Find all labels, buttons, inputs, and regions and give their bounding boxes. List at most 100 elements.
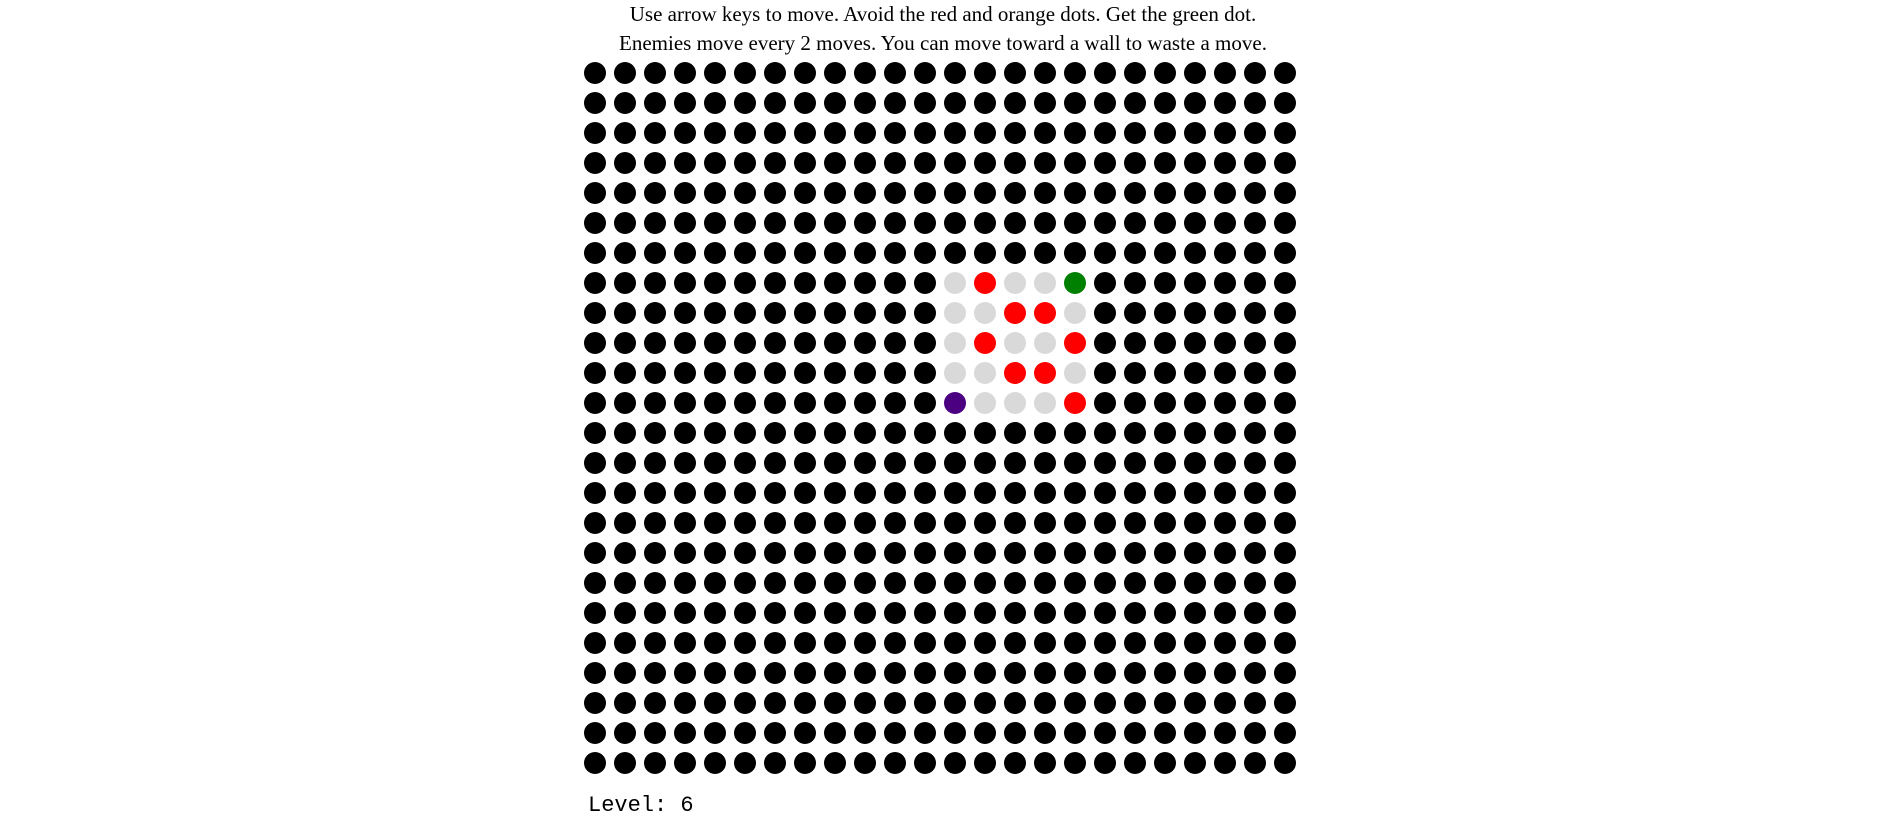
floor-dot: [944, 332, 966, 354]
wall-dot: [764, 242, 786, 264]
floor-dot: [974, 392, 996, 414]
wall-dot: [1064, 602, 1086, 624]
wall-dot: [1154, 452, 1176, 474]
wall-dot: [1004, 752, 1026, 774]
wall-dot: [884, 182, 906, 204]
wall-dot: [764, 512, 786, 534]
wall-dot: [914, 542, 936, 564]
wall-dot: [884, 482, 906, 504]
wall-dot: [734, 122, 756, 144]
wall-dot: [944, 542, 966, 564]
wall-dot: [764, 362, 786, 384]
wall-dot: [764, 662, 786, 684]
wall-dot: [1004, 722, 1026, 744]
wall-dot: [1244, 722, 1266, 744]
wall-dot: [1004, 152, 1026, 174]
wall-dot: [884, 452, 906, 474]
wall-dot: [1034, 182, 1056, 204]
wall-dot: [884, 92, 906, 114]
wall-dot: [1154, 512, 1176, 534]
wall-dot: [884, 362, 906, 384]
player-dot: [944, 392, 966, 414]
floor-dot: [944, 302, 966, 324]
wall-dot: [1124, 302, 1146, 324]
wall-dot: [674, 512, 696, 534]
wall-dot: [704, 122, 726, 144]
wall-dot: [884, 542, 906, 564]
wall-dot: [644, 302, 666, 324]
wall-dot: [824, 122, 846, 144]
wall-dot: [614, 332, 636, 354]
wall-dot: [584, 602, 606, 624]
wall-dot: [974, 602, 996, 624]
wall-dot: [1184, 152, 1206, 174]
wall-dot: [974, 62, 996, 84]
wall-dot: [824, 332, 846, 354]
wall-dot: [824, 752, 846, 774]
wall-dot: [1274, 602, 1296, 624]
wall-dot: [974, 512, 996, 534]
wall-dot: [794, 452, 816, 474]
wall-dot: [674, 302, 696, 324]
wall-dot: [584, 392, 606, 414]
wall-dot: [704, 752, 726, 774]
wall-dot: [944, 602, 966, 624]
wall-dot: [764, 332, 786, 354]
wall-dot: [944, 422, 966, 444]
wall-dot: [584, 122, 606, 144]
wall-dot: [1064, 542, 1086, 564]
wall-dot: [704, 722, 726, 744]
wall-dot: [704, 572, 726, 594]
wall-dot: [1064, 212, 1086, 234]
wall-dot: [584, 692, 606, 714]
wall-dot: [1124, 392, 1146, 414]
wall-dot: [734, 452, 756, 474]
instruction-line-2: Enemies move every 2 moves. You can move…: [0, 29, 1886, 58]
wall-dot: [674, 392, 696, 414]
wall-dot: [1274, 92, 1296, 114]
wall-dot: [674, 752, 696, 774]
wall-dot: [704, 242, 726, 264]
wall-dot: [734, 362, 756, 384]
wall-dot: [824, 152, 846, 174]
wall-dot: [1154, 362, 1176, 384]
wall-dot: [704, 302, 726, 324]
wall-dot: [704, 662, 726, 684]
wall-dot: [764, 722, 786, 744]
wall-dot: [1034, 572, 1056, 594]
wall-dot: [764, 632, 786, 654]
wall-dot: [854, 752, 876, 774]
wall-dot: [854, 62, 876, 84]
wall-dot: [584, 632, 606, 654]
wall-dot: [644, 62, 666, 84]
wall-dot: [1004, 482, 1026, 504]
wall-dot: [644, 632, 666, 654]
wall-dot: [734, 152, 756, 174]
wall-dot: [704, 272, 726, 294]
wall-dot: [1004, 212, 1026, 234]
wall-dot: [764, 482, 786, 504]
wall-dot: [1154, 632, 1176, 654]
wall-dot: [884, 212, 906, 234]
wall-dot: [644, 122, 666, 144]
wall-dot: [794, 212, 816, 234]
wall-dot: [794, 242, 816, 264]
wall-dot: [794, 392, 816, 414]
wall-dot: [1274, 272, 1296, 294]
wall-dot: [944, 122, 966, 144]
wall-dot: [1094, 692, 1116, 714]
wall-dot: [944, 692, 966, 714]
wall-dot: [734, 182, 756, 204]
wall-dot: [1274, 392, 1296, 414]
wall-dot: [1124, 182, 1146, 204]
game-board[interactable]: [584, 62, 1304, 782]
wall-dot: [794, 542, 816, 564]
wall-dot: [1154, 302, 1176, 324]
wall-dot: [614, 62, 636, 84]
wall-dot: [614, 542, 636, 564]
wall-dot: [884, 152, 906, 174]
wall-dot: [1094, 752, 1116, 774]
wall-dot: [614, 212, 636, 234]
wall-dot: [884, 62, 906, 84]
wall-dot: [1244, 272, 1266, 294]
